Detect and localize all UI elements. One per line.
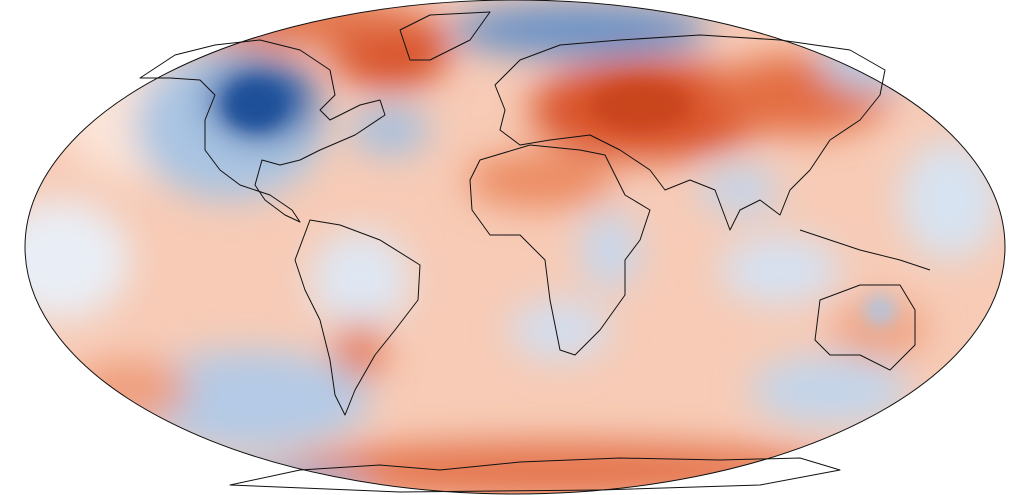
- coast-australia: [814, 284, 916, 371]
- blob: [25, 200, 130, 320]
- blob: [590, 80, 690, 130]
- blob: [580, 210, 640, 290]
- blob: [900, 140, 1000, 260]
- blob: [510, 300, 610, 360]
- blob: [310, 230, 410, 330]
- blob: [830, 300, 930, 360]
- blob: [350, 105, 430, 155]
- blob: [225, 80, 285, 130]
- anomaly-detail: [225, 80, 895, 325]
- coast-north-america: [139, 39, 386, 223]
- blob: [750, 355, 910, 425]
- coast-south-america: [294, 219, 421, 416]
- coast-africa: [469, 144, 651, 356]
- coast-eurasia: [494, 34, 886, 231]
- blob: [335, 320, 385, 380]
- blob: [865, 295, 895, 325]
- blob: [130, 350, 370, 450]
- blob: [700, 165, 780, 215]
- coast-islands: [799, 229, 931, 271]
- blob: [710, 55, 890, 135]
- blob: [465, 152, 615, 208]
- coastlines: [139, 11, 931, 493]
- blob: [720, 235, 840, 305]
- blob: [450, 2, 710, 58]
- globe-outline: [24, 0, 1006, 495]
- blob: [70, 360, 190, 420]
- coast-greenland: [399, 11, 491, 61]
